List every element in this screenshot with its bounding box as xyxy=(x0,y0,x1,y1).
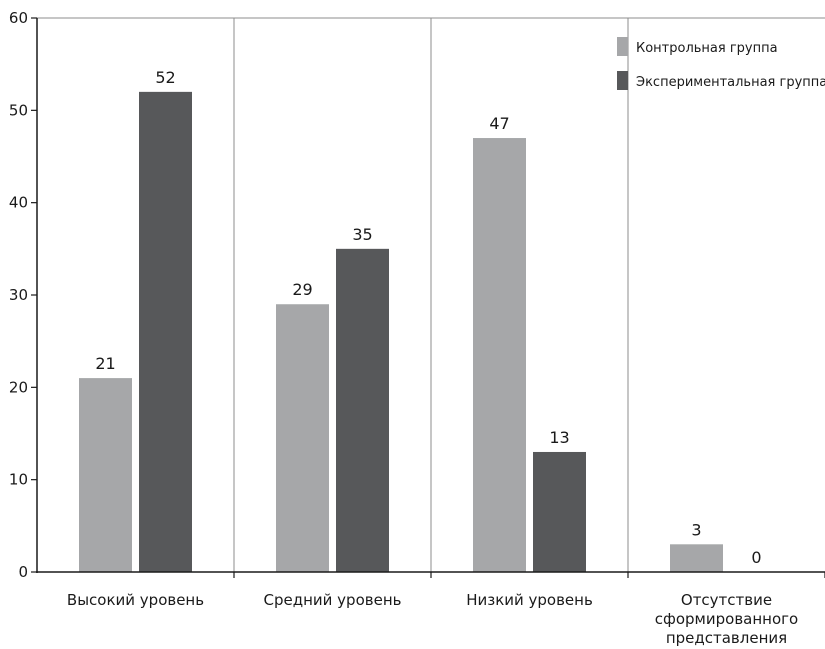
labels-layer: 21 29 47 3 52 35 13 0 Высокий уровень Средний уро… xyxy=(67,68,798,647)
data-label-series2-cat3: 13 xyxy=(549,428,569,447)
y-tick-label-3: 30 xyxy=(9,286,28,304)
bar-series1-cat2 xyxy=(276,304,329,572)
y-tick-label-0: 0 xyxy=(18,563,28,581)
data-label-series2-cat1: 52 xyxy=(155,68,175,87)
category-label-1: Высокий уровень xyxy=(67,591,204,609)
legend-label-2: Экспериментальная группа xyxy=(636,75,825,90)
bar-series1-cat4 xyxy=(670,544,723,572)
y-tick-label-4: 40 xyxy=(9,194,28,212)
data-label-series2-cat4: 0 xyxy=(751,548,761,567)
y-tick-label-2: 20 xyxy=(9,378,28,396)
data-label-series1-cat1: 21 xyxy=(95,354,115,373)
legend-swatch-2 xyxy=(617,71,628,90)
y-tick-label-6: 60 xyxy=(9,9,28,27)
grid-layer xyxy=(37,17,825,572)
data-label-series1-cat3: 47 xyxy=(489,114,509,133)
category-label-line: Средний уровень xyxy=(264,591,402,609)
category-label-2: Средний уровень xyxy=(264,591,402,609)
y-tick-label-5: 50 xyxy=(9,101,28,119)
category-label-4: Отсутствие сформированного представления xyxy=(655,591,798,647)
data-label-series1-cat4: 3 xyxy=(691,520,701,539)
bar-series2-cat3 xyxy=(533,451,586,572)
category-label-3: Низкий уровень xyxy=(466,591,593,609)
category-label-line: Высокий уровень xyxy=(67,591,204,609)
data-label-series2-cat2: 35 xyxy=(352,225,372,244)
category-label-line: представления xyxy=(666,629,787,647)
category-label-line: сформированного xyxy=(655,610,798,628)
category-label-line: Низкий уровень xyxy=(466,591,593,609)
legend-swatch-1 xyxy=(617,37,628,56)
bar-series2-cat2 xyxy=(336,248,389,573)
legend: Контрольная группа Экспериментальная груп… xyxy=(617,37,825,90)
category-label-line: Отсутствие xyxy=(681,591,772,609)
data-label-series1-cat2: 29 xyxy=(292,280,312,299)
legend-label-1: Контрольная группа xyxy=(636,41,778,56)
bars-layer xyxy=(79,91,723,573)
bar-series1-cat1 xyxy=(79,378,132,572)
bar-series1-cat3 xyxy=(473,138,526,573)
bar-series2-cat1 xyxy=(139,91,192,572)
y-tick-label-1: 10 xyxy=(9,471,28,489)
